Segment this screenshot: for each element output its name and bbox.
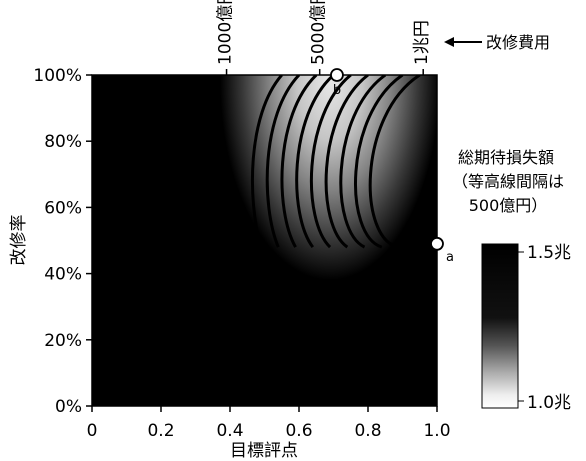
contour-line bbox=[368, 75, 421, 249]
y-tick-label: 40% bbox=[44, 265, 82, 285]
colorbar-title-line-3: 500億円） bbox=[469, 196, 548, 215]
x-tick-label: 0.8 bbox=[354, 421, 381, 441]
colorbar-title-line-2: （等高線間隔は bbox=[452, 172, 564, 191]
y-tick-label: 0% bbox=[55, 397, 82, 417]
point-marker-a bbox=[430, 236, 444, 251]
contour-line bbox=[310, 75, 352, 249]
contour-line bbox=[324, 75, 369, 249]
contour-line bbox=[354, 75, 404, 249]
y-tick-label: 100% bbox=[33, 66, 82, 86]
contour-lines bbox=[250, 75, 421, 249]
x-tick-label: 0 bbox=[87, 421, 98, 441]
x-tick-label: 0.2 bbox=[147, 421, 174, 441]
colorbar-gradient bbox=[481, 243, 519, 409]
colorbar-max-label: 1.5兆 bbox=[527, 243, 571, 263]
point-label-b: b bbox=[333, 83, 341, 98]
heatmap-plot-area bbox=[91, 74, 438, 407]
colorbar-title-line-1: 総期待損失額 bbox=[458, 148, 554, 167]
point-marker-b bbox=[330, 68, 344, 82]
x-axis-ticks: 0 0.2 0.4 0.6 0.8 1.0 bbox=[87, 406, 451, 441]
y-axis-title: 改修率 bbox=[9, 215, 29, 266]
x-tick-label: 0.6 bbox=[285, 421, 312, 441]
y-axis-ticks: 0% 20% 40% 60% 80% 100% bbox=[33, 66, 92, 417]
colorbar-min-label: 1.0兆 bbox=[527, 393, 571, 413]
contour-line bbox=[295, 75, 335, 249]
annotated-points: ab bbox=[330, 68, 454, 265]
y-tick-label: 20% bbox=[44, 331, 82, 351]
contour-line bbox=[265, 75, 301, 248]
contour-line bbox=[250, 75, 283, 248]
x-axis-title: 目標評点 bbox=[230, 441, 298, 461]
y-tick-label: 60% bbox=[44, 198, 82, 218]
x-tick-label: 1.0 bbox=[423, 421, 450, 441]
cost-axis-label-group: 改修費用 bbox=[444, 33, 550, 52]
point-label-a: a bbox=[446, 250, 454, 265]
cost-axis-label: 改修費用 bbox=[486, 33, 550, 52]
x-tick-label: 0.4 bbox=[216, 421, 243, 441]
cost-arrow-head bbox=[444, 37, 454, 47]
cost-tick-label: 1兆円 bbox=[412, 20, 432, 65]
cost-tick-label: 1000億円 bbox=[216, 0, 236, 65]
y-tick-label: 80% bbox=[44, 132, 82, 152]
cost-tick-label: 5000億円 bbox=[309, 0, 329, 65]
contour-line bbox=[280, 75, 318, 248]
cost-axis-ticks: 1000億円 5000億円 1兆円 bbox=[216, 0, 432, 75]
colorbar: 総期待損失額 （等高線間隔は 500億円） 1.5兆 1.0兆 bbox=[452, 148, 571, 413]
contour-line bbox=[339, 75, 387, 249]
